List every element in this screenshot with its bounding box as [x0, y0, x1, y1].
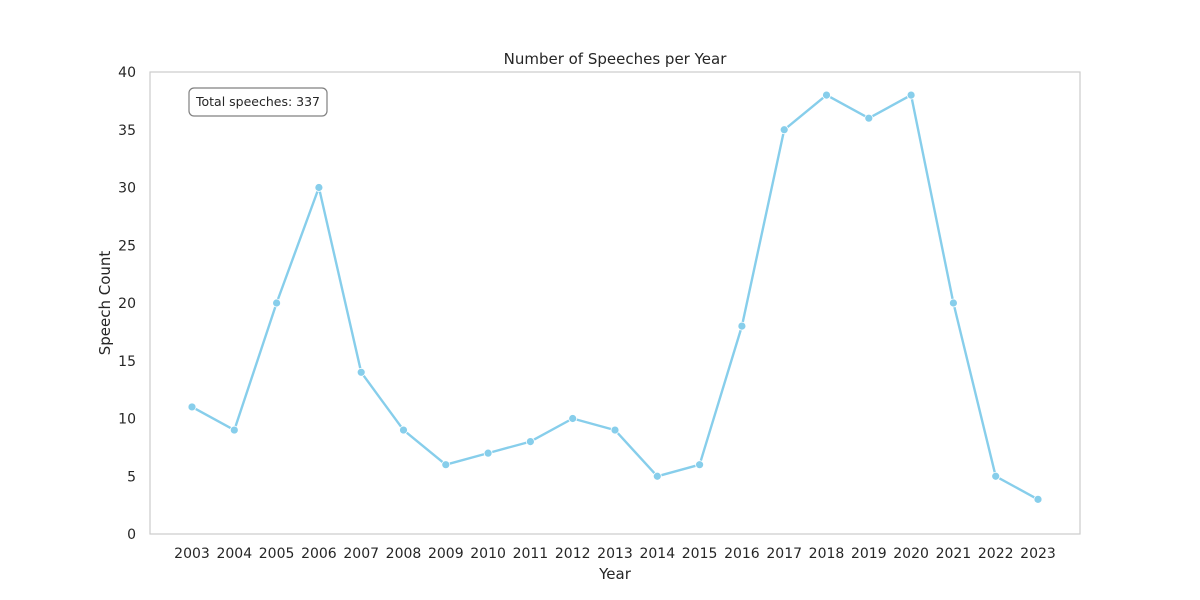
x-tick-label: 2015: [682, 546, 718, 562]
data-point: [526, 437, 535, 447]
x-tick-label: 2010: [470, 546, 506, 562]
data-point: [272, 298, 282, 308]
data-point: [229, 425, 239, 435]
y-tick-label: 25: [118, 238, 136, 254]
y-axis-label: Speech Count: [96, 251, 114, 356]
x-tick-label: 2020: [893, 546, 929, 562]
y-tick-label: 15: [118, 354, 136, 370]
data-point: [906, 90, 916, 100]
x-tick-label: 2005: [259, 546, 295, 562]
y-axis: 0 5 10 15 20 25 30 35 40: [118, 65, 136, 543]
x-axis: 2003 2004 2005 2006 2007 2008 2009 2010 2011 2012…: [174, 546, 1056, 562]
series-line: [191, 93, 1039, 501]
data-point: [441, 460, 451, 470]
x-tick-label: 2007: [343, 546, 379, 562]
y-tick-label: 20: [118, 296, 136, 312]
y-tick-label: 10: [118, 412, 136, 428]
data-point: [187, 402, 197, 412]
x-tick-label: 2013: [597, 546, 633, 562]
data-point: [864, 113, 874, 123]
y-tick-label: 40: [118, 65, 136, 81]
y-tick-label: 30: [118, 181, 136, 197]
x-tick-label: 2004: [216, 546, 252, 562]
x-tick-label: 2009: [428, 546, 464, 562]
data-point: [737, 321, 747, 331]
data-points: [187, 90, 1043, 504]
x-tick-label: 2021: [936, 546, 972, 562]
x-tick-label: 2012: [555, 546, 591, 562]
y-tick-label: 35: [118, 123, 136, 139]
data-point: [779, 125, 789, 135]
x-tick-label: 2022: [978, 546, 1014, 562]
x-tick-label: 2023: [1020, 546, 1056, 562]
x-axis-label: Year: [598, 565, 632, 583]
data-point: [822, 90, 831, 100]
chart-title: Number of Speeches per Year: [504, 50, 728, 68]
data-point: [568, 414, 578, 423]
x-tick-label: 2019: [851, 546, 887, 562]
data-point: [695, 460, 704, 470]
data-point: [991, 471, 1001, 481]
y-tick-label: 5: [127, 469, 136, 485]
annotation-text: Total speeches: 337: [195, 94, 320, 109]
plot-frame: [149, 71, 1081, 535]
data-point: [356, 367, 366, 377]
data-point: [1033, 494, 1043, 504]
x-tick-label: 2016: [724, 546, 760, 562]
x-tick-label: 2017: [766, 546, 802, 562]
data-point: [652, 471, 662, 481]
x-tick-label: 2014: [639, 546, 675, 562]
annotation-box: [188, 87, 328, 117]
data-point: [610, 425, 620, 435]
x-tick-label: 2006: [301, 546, 337, 562]
data-point: [949, 298, 958, 308]
x-tick-label: 2011: [513, 546, 549, 562]
x-tick-label: 2003: [174, 546, 210, 562]
x-tick-label: 2008: [386, 546, 422, 562]
y-tick-label: 0: [127, 527, 136, 543]
data-point: [399, 425, 408, 435]
data-point: [483, 448, 493, 458]
x-tick-label: 2018: [809, 546, 845, 562]
data-point: [314, 183, 324, 192]
